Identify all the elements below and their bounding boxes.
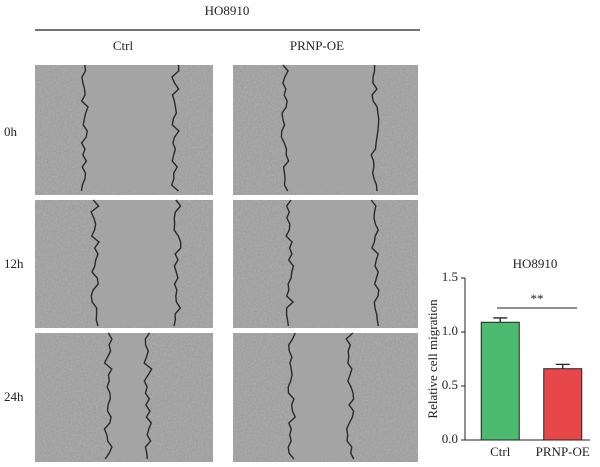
- error-bar: [555, 363, 570, 369]
- wound-edge: [280, 64, 290, 192]
- wound-gap: [288, 333, 354, 459]
- error-bar: [493, 317, 508, 323]
- wound-edge: [173, 199, 182, 327]
- significance-label: **: [531, 291, 544, 306]
- wound-gap: [81, 65, 179, 191]
- wound-gap: [286, 200, 379, 326]
- y-tick-label: 1.0: [442, 323, 458, 338]
- wound-edge: [103, 332, 113, 460]
- chart-title: HO8910: [513, 256, 558, 271]
- wound-gap: [104, 333, 152, 459]
- row-label: 24h: [4, 389, 24, 404]
- column-label: Ctrl: [113, 38, 134, 53]
- wound-gap: [91, 200, 181, 326]
- wound-edge: [143, 332, 153, 460]
- row-label: 0h: [4, 124, 18, 139]
- wound-edge: [285, 199, 295, 327]
- y-tick-label: 1.5: [442, 269, 458, 284]
- wound-edge: [287, 332, 297, 460]
- wound-edge: [370, 64, 380, 192]
- figure-title: HO8910: [205, 3, 250, 18]
- y-tick-label: 0.5: [442, 377, 458, 392]
- wound-edge: [90, 199, 100, 327]
- x-tick-label: Ctrl: [490, 444, 511, 459]
- x-tick-label: PRNP-OE: [536, 444, 590, 459]
- bar: [543, 368, 583, 441]
- y-tick-label: 0.0: [442, 431, 458, 446]
- column-label: PRNP-OE: [290, 38, 344, 53]
- wound-edge: [80, 64, 89, 192]
- y-axis-label: Relative cell migration: [425, 299, 440, 419]
- row-label: 12h: [4, 256, 24, 271]
- wound-gap: [281, 65, 379, 191]
- wound-edge: [345, 332, 355, 460]
- bar: [480, 321, 520, 441]
- panels: Ctrl PRNP-OE 0h 12h 24h: [4, 38, 418, 462]
- wound-edge: [370, 199, 380, 327]
- wound-edge: [170, 64, 180, 192]
